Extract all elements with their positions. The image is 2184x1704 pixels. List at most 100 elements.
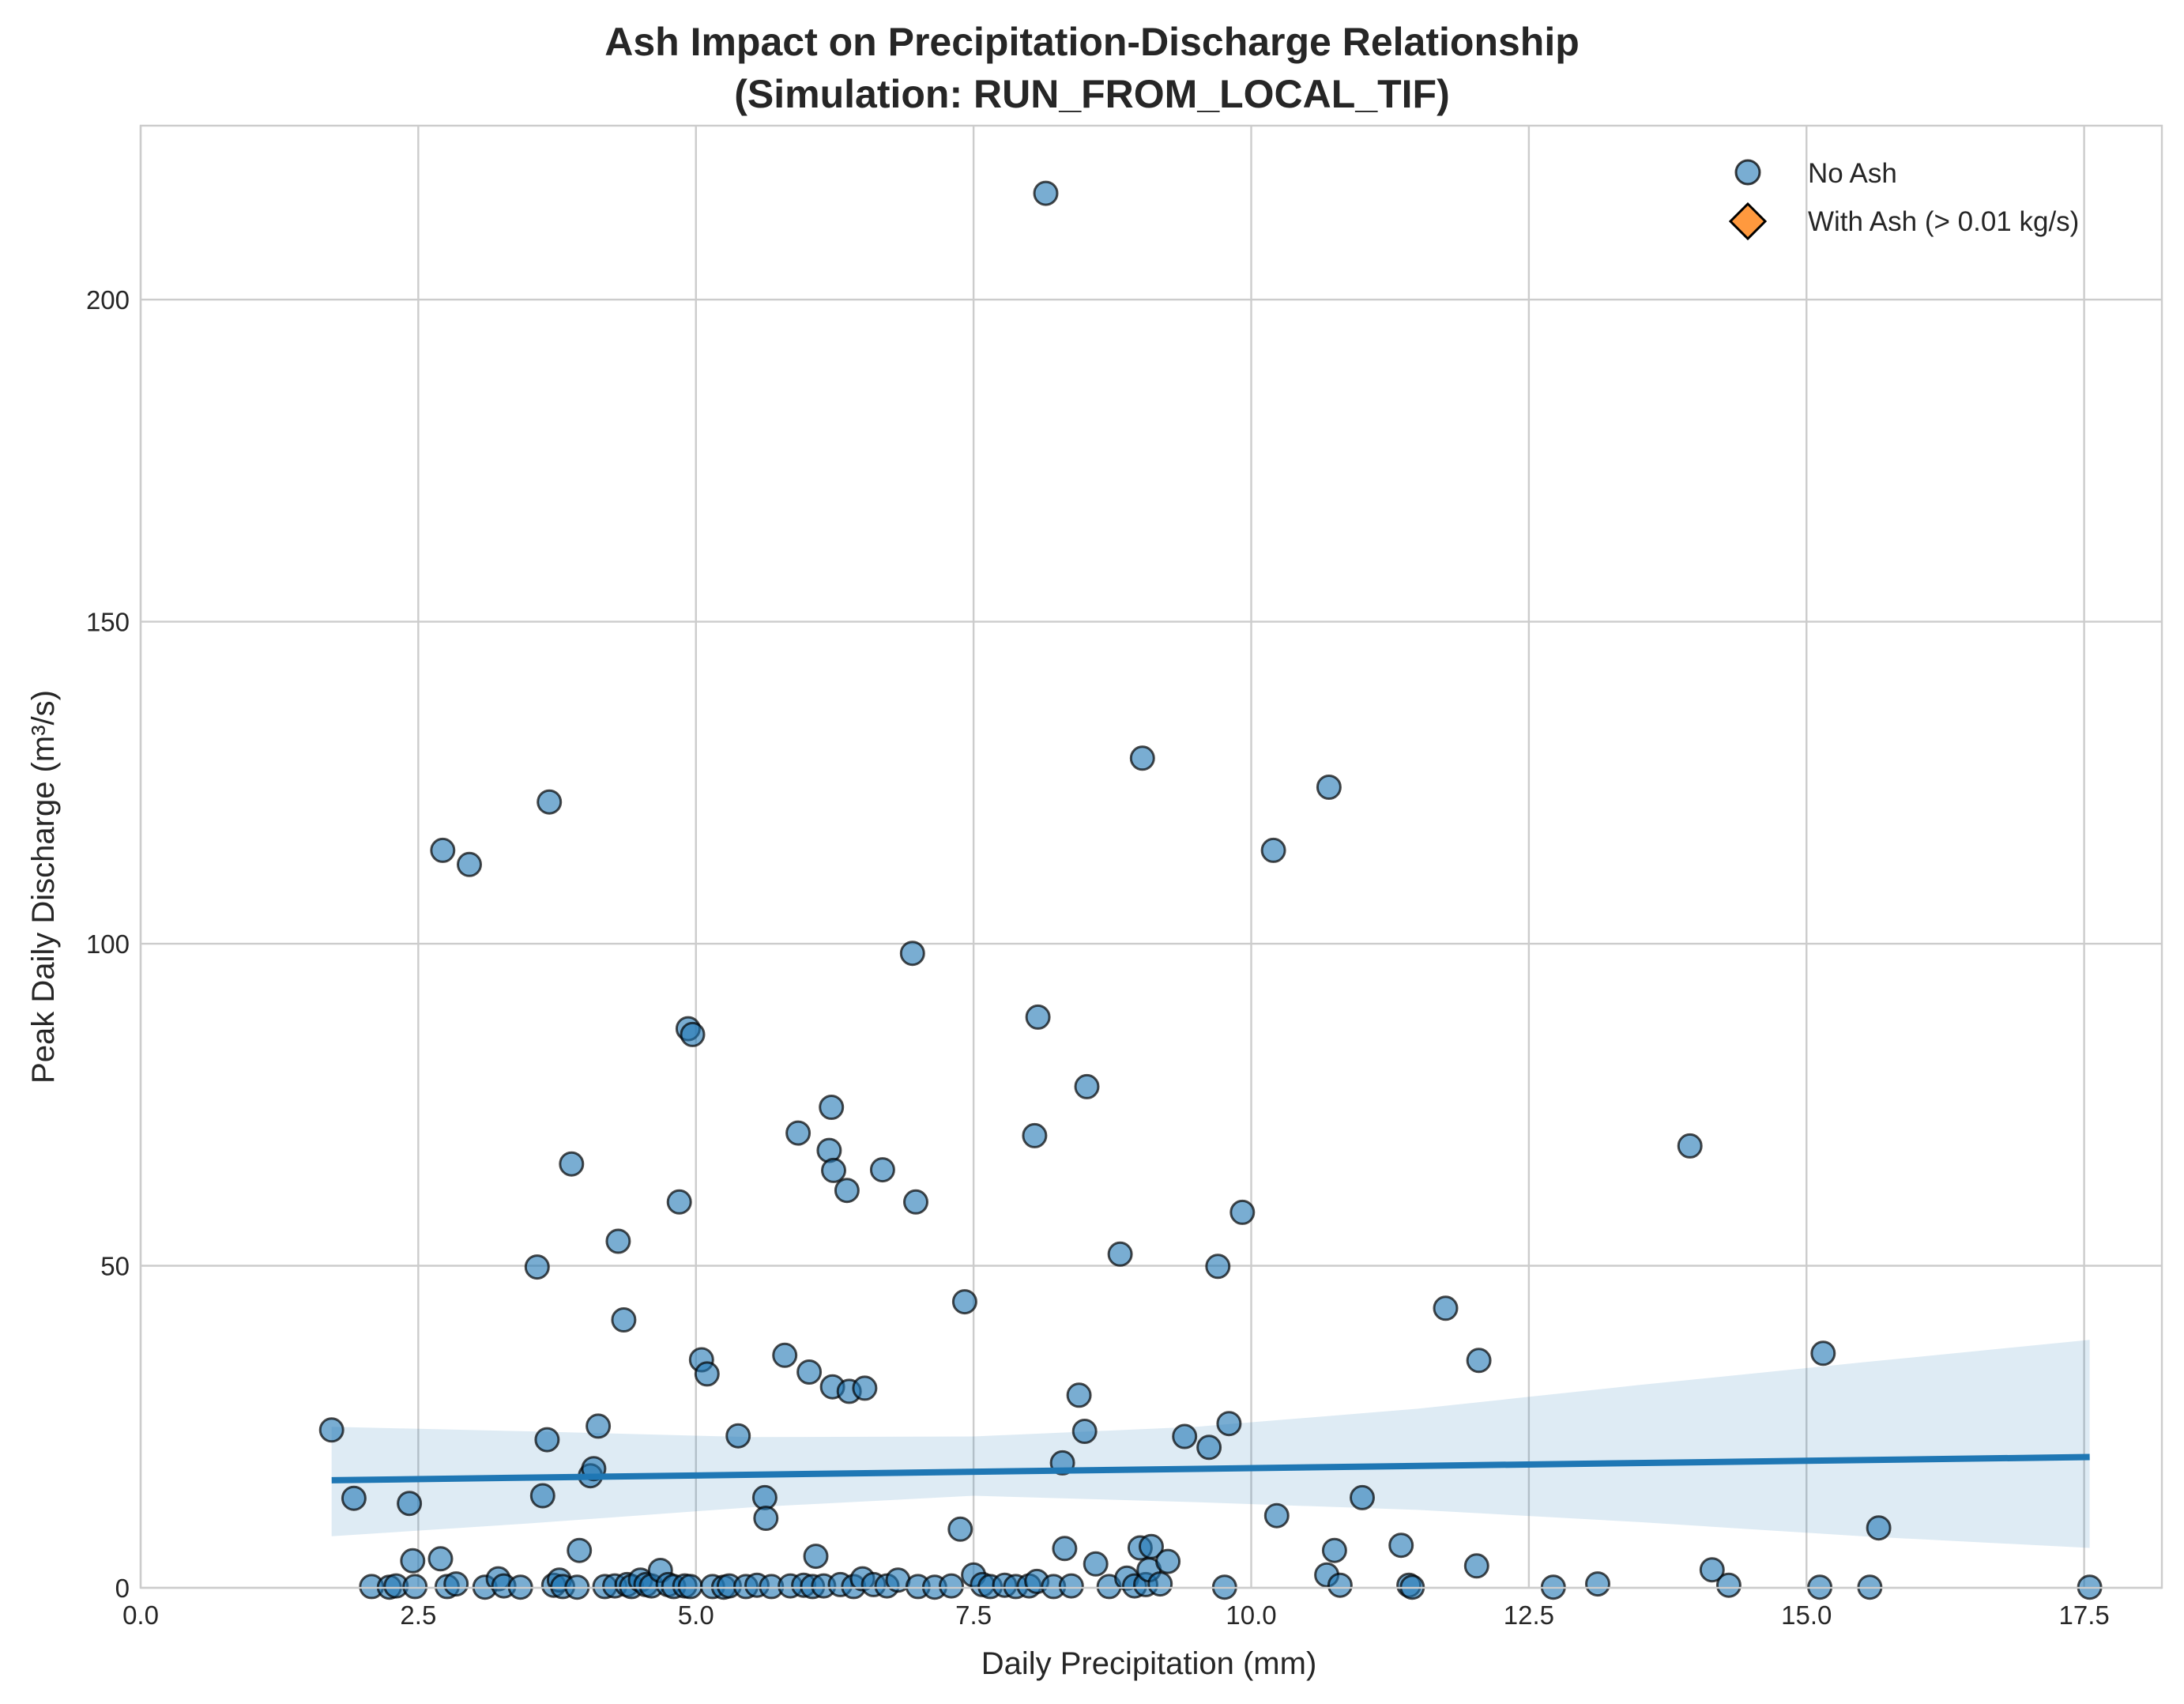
data-point-no-ash <box>1052 1536 1078 1562</box>
data-point-no-ash <box>1585 1571 1610 1597</box>
data-point-no-ash <box>1071 1419 1098 1444</box>
plot-frame <box>139 124 2163 1589</box>
x-tick-label: 0.0 <box>122 1600 159 1630</box>
legend-label-with-ash: With Ash (> 0.01 kg/s) <box>1808 206 2079 237</box>
data-point-no-ash <box>559 1151 585 1177</box>
data-point-no-ash <box>1083 1551 1109 1577</box>
data-point-no-ash <box>1022 1122 1048 1148</box>
data-point-no-ash <box>1677 1133 1703 1159</box>
data-point-no-ash <box>1025 1004 1051 1030</box>
y-axis-label: Peak Daily Discharge (m³/s) <box>26 690 61 1084</box>
data-point-no-ash <box>1172 1423 1198 1450</box>
data-point-no-ash <box>1350 1484 1375 1510</box>
data-point-no-ash <box>899 941 925 967</box>
legend-with-ash-marker <box>1728 202 1768 241</box>
data-point-no-ash <box>785 1120 811 1146</box>
data-point-no-ash <box>1321 1537 1347 1563</box>
data-point-no-ash <box>1715 1572 1742 1598</box>
data-point-no-ash <box>1205 1253 1231 1280</box>
data-point-no-ash <box>586 1413 612 1439</box>
data-point-no-ash <box>605 1228 631 1254</box>
legend-label-no-ash: No Ash <box>1808 158 1897 189</box>
data-points <box>318 180 2103 1600</box>
data-point-no-ash <box>427 1546 454 1572</box>
data-point-no-ash <box>537 789 563 815</box>
data-point-no-ash <box>1066 1382 1092 1408</box>
data-point-no-ash <box>772 1342 798 1368</box>
data-point-no-ash <box>341 1485 367 1511</box>
data-point-no-ash <box>834 1178 860 1204</box>
x-tick-label: 5.0 <box>678 1600 714 1630</box>
data-point-no-ash <box>1139 1533 1164 1559</box>
data-point-no-ash <box>803 1544 829 1570</box>
legend-no-ash-marker <box>1734 159 1761 186</box>
tick-labels: 0.0 2.5 5.0 7.5 10.0 12.5 15.0 17.5 0 50 100 150 200 <box>86 285 2110 1630</box>
data-point-no-ash <box>611 1307 637 1333</box>
data-point-no-ash <box>400 1548 426 1574</box>
data-point-no-ash <box>1316 775 1342 800</box>
data-point-no-ash <box>1107 1241 1133 1267</box>
y-tick-label: 50 <box>100 1252 130 1281</box>
data-point-no-ash <box>947 1516 973 1542</box>
data-point-no-ash <box>524 1254 550 1280</box>
data-point-no-ash <box>1866 1515 1892 1541</box>
data-point-no-ash <box>430 837 456 863</box>
data-point-no-ash <box>1433 1295 1459 1321</box>
data-point-no-ash <box>457 851 482 877</box>
data-point-no-ash <box>1155 1548 1181 1574</box>
data-point-no-ash <box>753 1506 779 1531</box>
data-point-no-ash <box>1327 1572 1353 1598</box>
data-point-no-ash <box>1058 1573 1084 1599</box>
data-point-no-ash <box>751 1484 778 1510</box>
data-point-no-ash <box>529 1483 555 1509</box>
data-point-no-ash <box>1129 745 1155 771</box>
data-point-no-ash <box>1388 1532 1414 1559</box>
x-tick-label: 7.5 <box>955 1600 992 1630</box>
data-point-no-ash <box>1033 180 1059 206</box>
data-point-no-ash <box>402 1574 428 1600</box>
data-point-no-ash <box>397 1491 423 1517</box>
y-tick-label: 0 <box>115 1574 130 1603</box>
legend: No Ash With Ash (> 0.01 kg/s) <box>1728 158 2079 241</box>
data-point-no-ash <box>1147 1571 1173 1597</box>
data-point-no-ash <box>819 1095 845 1120</box>
data-point-no-ash <box>1466 1348 1492 1374</box>
data-point-no-ash <box>534 1427 560 1453</box>
x-tick-label: 17.5 <box>2058 1600 2109 1630</box>
data-point-no-ash <box>852 1375 878 1401</box>
data-point-no-ash <box>680 1021 706 1047</box>
data-point-no-ash <box>951 1289 977 1315</box>
data-point-no-ash <box>939 1573 964 1599</box>
data-point-no-ash <box>821 1157 846 1183</box>
data-point-no-ash <box>903 1189 928 1215</box>
data-point-no-ash <box>796 1359 823 1385</box>
data-point-no-ash <box>1263 1502 1290 1529</box>
y-tick-label: 100 <box>86 929 130 959</box>
x-tick-label: 15.0 <box>1781 1600 1832 1630</box>
data-point-no-ash <box>1074 1073 1100 1099</box>
x-tick-label: 10.0 <box>1226 1600 1276 1630</box>
data-point-no-ash <box>694 1361 720 1387</box>
data-point-no-ash <box>1463 1553 1489 1579</box>
data-point-no-ash <box>318 1417 345 1443</box>
data-point-no-ash <box>869 1157 895 1183</box>
data-point-no-ash <box>1229 1199 1256 1225</box>
data-point-no-ash <box>1260 837 1286 863</box>
data-point-no-ash <box>1196 1434 1222 1461</box>
regression-layer <box>331 1453 2090 1483</box>
chart-subtitle: (Simulation: RUN_FROM_LOCAL_TIF) <box>734 72 1450 116</box>
x-tick-label: 2.5 <box>400 1600 436 1630</box>
data-point-no-ash <box>725 1423 751 1449</box>
x-axis-label: Daily Precipitation (mm) <box>981 1646 1317 1681</box>
data-point-no-ash <box>677 1574 703 1600</box>
y-tick-label: 150 <box>86 608 130 637</box>
data-point-no-ash <box>443 1571 469 1597</box>
regression-line <box>331 1453 2090 1483</box>
y-tick-label: 200 <box>86 285 130 315</box>
x-tick-label: 12.5 <box>1504 1600 1554 1630</box>
chart-title: Ash Impact on Precipitation-Discharge Re… <box>604 20 1580 64</box>
data-point-no-ash <box>1216 1411 1242 1437</box>
data-point-no-ash <box>567 1537 593 1563</box>
